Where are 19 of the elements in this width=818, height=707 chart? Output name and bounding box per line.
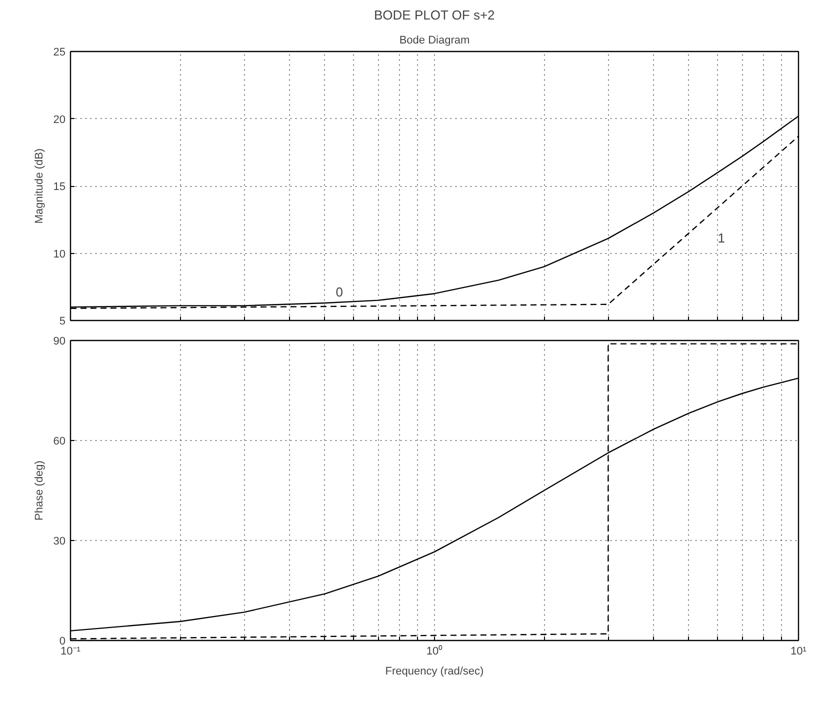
y-tick-label: 0 [59, 636, 66, 648]
y-axis-title: Magnitude (dB) [33, 148, 46, 224]
x-axis-title: Frequency (rad/sec) [385, 666, 484, 678]
annotation: 0 [336, 284, 343, 300]
x-tick-label: 10⁰ [426, 644, 443, 658]
y-tick-label: 25 [53, 46, 66, 58]
x-tick-label: 10¹ [790, 646, 807, 658]
y-tick-label: 90 [53, 336, 66, 348]
y-axis-title: Phase (deg) [33, 460, 46, 520]
y-tick-label: 30 [53, 536, 66, 548]
annotation: 1 [718, 230, 725, 246]
y-tick-label: 20 [53, 114, 66, 126]
y-tick-label: 5 [59, 316, 66, 328]
x-tick-label: 10⁻¹ [60, 646, 81, 658]
y-tick-label: 10 [53, 248, 66, 260]
y-tick-label: 15 [53, 181, 66, 193]
chart-subtitle: Bode Diagram [399, 34, 470, 46]
y-tick-label: 60 [53, 436, 66, 448]
chart-title: BODE PLOT OF s+2 [374, 8, 495, 22]
